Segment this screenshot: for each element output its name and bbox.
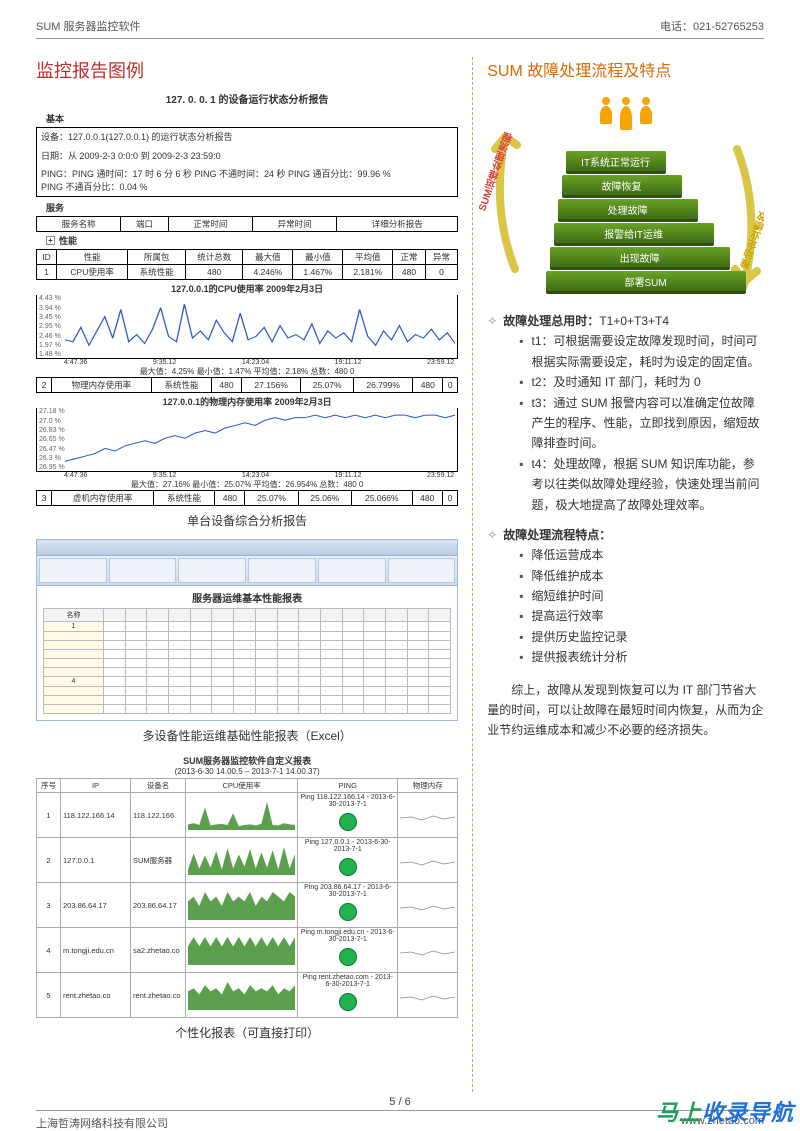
feature-item: ▪提供历史监控记录 [519,627,764,647]
features-label: 故障处理流程特点： [503,525,611,545]
report-custom: SUM服务器监控软件自定义报表 (2013-6-30 14.00.5 – 201… [36,754,458,1018]
status-dot-icon [339,948,357,966]
chart-cpu-title: 127.0.0.1的CPU使用率 2009年2月3日 [36,282,458,295]
feature-item: ▪缩短维护时间 [519,586,764,606]
mini-chart-mem [398,973,458,1018]
sub-service: 服务 [36,199,458,216]
pyramid-step: 故障恢复 [562,175,682,195]
left-section-title: 监控报告图例 [36,57,458,83]
page-footer: 上海哲涛网络科技有限公司 www.zhetao.com [36,1110,764,1131]
pyramid-step: 部署SUM [546,271,746,291]
timing-item: ▪t1：可根据需要设定故障发现时间，时间可根据实际需要设定，耗时为设定的固定值。 [519,331,764,372]
pyramid-step: 出现故障 [550,247,730,267]
features-block: ✧ 故障处理流程特点： ▪降低运营成本▪降低维护成本▪缩短维护时间▪提高运行效率… [487,525,764,668]
status-dot-icon [339,993,357,1011]
report2-caption: 多设备性能运维基础性能报表（Excel） [36,727,458,744]
status-dot-icon [339,813,357,831]
excel-title: 服务器运维基本性能报表 [43,590,451,605]
report3-title: SUM服务器监控软件自定义报表 [36,754,458,767]
chart-mem-xaxis: 4:47.369:35.1214:23.0419:11.1223:59.12 [36,472,458,479]
chart-cpu-xaxis: 4:47.369:35.1214:23.0419:11.1223:59.12 [36,359,458,366]
report-analysis: 127. 0. 0. 1 的设备运行状态分析报告 基本 设备：127.0.0.1… [36,91,458,506]
chart-mem-stats: 最大值：27.16% 最小值：25.07% 平均值：26.954% 总数：480… [36,479,458,490]
excel-window: 服务器运维基本性能报表 名称14 [36,539,458,721]
perf-table-mem: 2物理内存使用率系统性能48027.156%25.07%26.799%4800 [36,377,458,393]
feature-item: ▪提供报表统计分析 [519,647,764,667]
feature-item: ▪提高运行效率 [519,606,764,626]
ping-cell: Ping 127.0.0.1 - 2013-6-30-2013-7-1 [298,838,398,883]
mini-chart-mem [398,793,458,838]
timing-item: ▪t2：及时通知 IT 部门，耗时为 0 [519,372,764,392]
watermark: 马上收录导航 [656,1095,794,1127]
mini-chart-mem [398,838,458,883]
report3-date: (2013-6-30 14.00.5 – 2013-7-1 14.00.37) [36,767,458,776]
pyramid-step: 报警给IT运维 [554,223,714,243]
report3-table: 序号IP设备名CPU使用率PING物理内存1118.122.166.14118.… [36,778,458,1018]
chart-cpu-stats: 最大值：4.25% 最小值：1.47% 平均值：2.18% 总数：480 0 [36,366,458,377]
sub-perf: 性能 [59,234,77,247]
chart-mem: 27.18 %27.0 %26.83 %26.65 %26.47 %26.3 %… [36,408,458,472]
mini-chart-mem [398,883,458,928]
service-table: 服务名称端口正常时间异常时间详细分析报告 [36,216,458,232]
excel-titlebar [37,540,457,556]
expand-icon[interactable]: + [46,236,55,245]
pyramid-diagram: SUM运维处理流程 推动企业绩效 IT系统正常运行故障恢复处理故障报警给IT运维… [487,91,764,301]
ping-cell: Ping 118.122.166.14 - 2013-6-30-2013-7-1 [298,793,398,838]
mini-chart-mem [398,928,458,973]
ping-cell: Ping rent.zhetao.com - 2013-6-30-2013-7-… [298,973,398,1018]
date-line: 日期：从 2009-2-3 0:0:0 到 2009-2-3 23:59:0 [41,150,453,163]
report1-title: 127. 0. 0. 1 的设备运行状态分析报告 [36,91,458,106]
pyramid-step: IT系统正常运行 [566,151,666,171]
ping-line2: PING 不通百分比：0.04 % [41,181,453,194]
mini-chart-cpu [186,793,298,838]
report1-caption: 单台设备综合分析报告 [36,512,458,529]
perf-table-virt: 3虚机内存使用率系统性能48025.07%25.06%25.066%4800 [36,490,458,506]
chart-mem-title: 127.0.0.1的物理内存使用率 2009年2月3日 [36,395,458,408]
header-right: 电话：021-52765253 [660,18,764,34]
chart-cpu: 4.43 %3.94 %3.45 %2.95 %2.46 %1.97 %1.48… [36,295,458,359]
mini-chart-cpu [186,928,298,973]
left-column: 监控报告图例 127. 0. 0. 1 的设备运行状态分析报告 基本 设备：12… [36,57,458,1092]
excel-table: 名称14 [43,608,451,714]
basic-box: 设备：127.0.0.1(127.0.0.1) 的运行状态分析报告 日期：从 2… [36,127,458,197]
diamond-icon: ✧ [487,525,497,545]
timing-label: 故障处理总用时： [503,314,599,328]
mini-chart-cpu [186,973,298,1018]
page-number: 5 / 6 [36,1096,764,1108]
timing-formula: T1+0+T3+T4 [599,314,669,328]
summary-paragraph: 综上，故障从发现到恢复可以为 IT 部门节省大量的时间，可以让故障在最短时间内恢… [487,680,764,741]
perf-table: ID性能所属包统计总数最大值最小值平均值正常异常 1CPU使用率系统性能4804… [36,249,458,280]
ping-cell: Ping 203.86.64.17 - 2013-6-30-2013-7-1 [298,883,398,928]
feature-item: ▪降低运营成本 [519,545,764,565]
page-header: SUM 服务器监控软件 电话：021-52765253 [36,18,764,39]
figures-icon [501,97,751,130]
right-column: SUM 故障处理流程及特点 SUM运维处理流程 推动企业绩效 [472,57,764,1092]
ping-cell: Ping m.tongji.edu.cn - 2013-6-30-2013-7-… [298,928,398,973]
right-section-title: SUM 故障处理流程及特点 [487,57,764,81]
excel-ribbon [37,556,457,586]
status-dot-icon [339,858,357,876]
device-line: 设备：127.0.0.1(127.0.0.1) 的运行状态分析报告 [41,131,453,144]
timing-item: ▪t4：处理故障，根据 SUM 知识库功能，参考以往类似故障处理经验，快速处理当… [519,454,764,515]
diamond-icon: ✧ [487,311,497,331]
ping-line1: PING：PING 通时间：17 时 6 分 6 秒 PING 不通时间：24 … [41,168,453,181]
timing-block: ✧ 故障处理总用时：T1+0+T3+T4 ▪t1：可根据需要设定故障发现时间，时… [487,311,764,515]
status-dot-icon [339,903,357,921]
header-left: SUM 服务器监控软件 [36,18,141,34]
footer-company: 上海哲涛网络科技有限公司 [36,1115,168,1131]
mini-chart-cpu [186,838,298,883]
feature-item: ▪降低维护成本 [519,566,764,586]
report3-caption: 个性化报表（可直接打印） [36,1024,458,1041]
sub-basic: 基本 [36,110,458,127]
timing-item: ▪t3：通过 SUM 报警内容可以准确定位故障产生的程序、性能，立即找到原因，缩… [519,393,764,454]
pyramid-step: 处理故障 [558,199,698,219]
mini-chart-cpu [186,883,298,928]
